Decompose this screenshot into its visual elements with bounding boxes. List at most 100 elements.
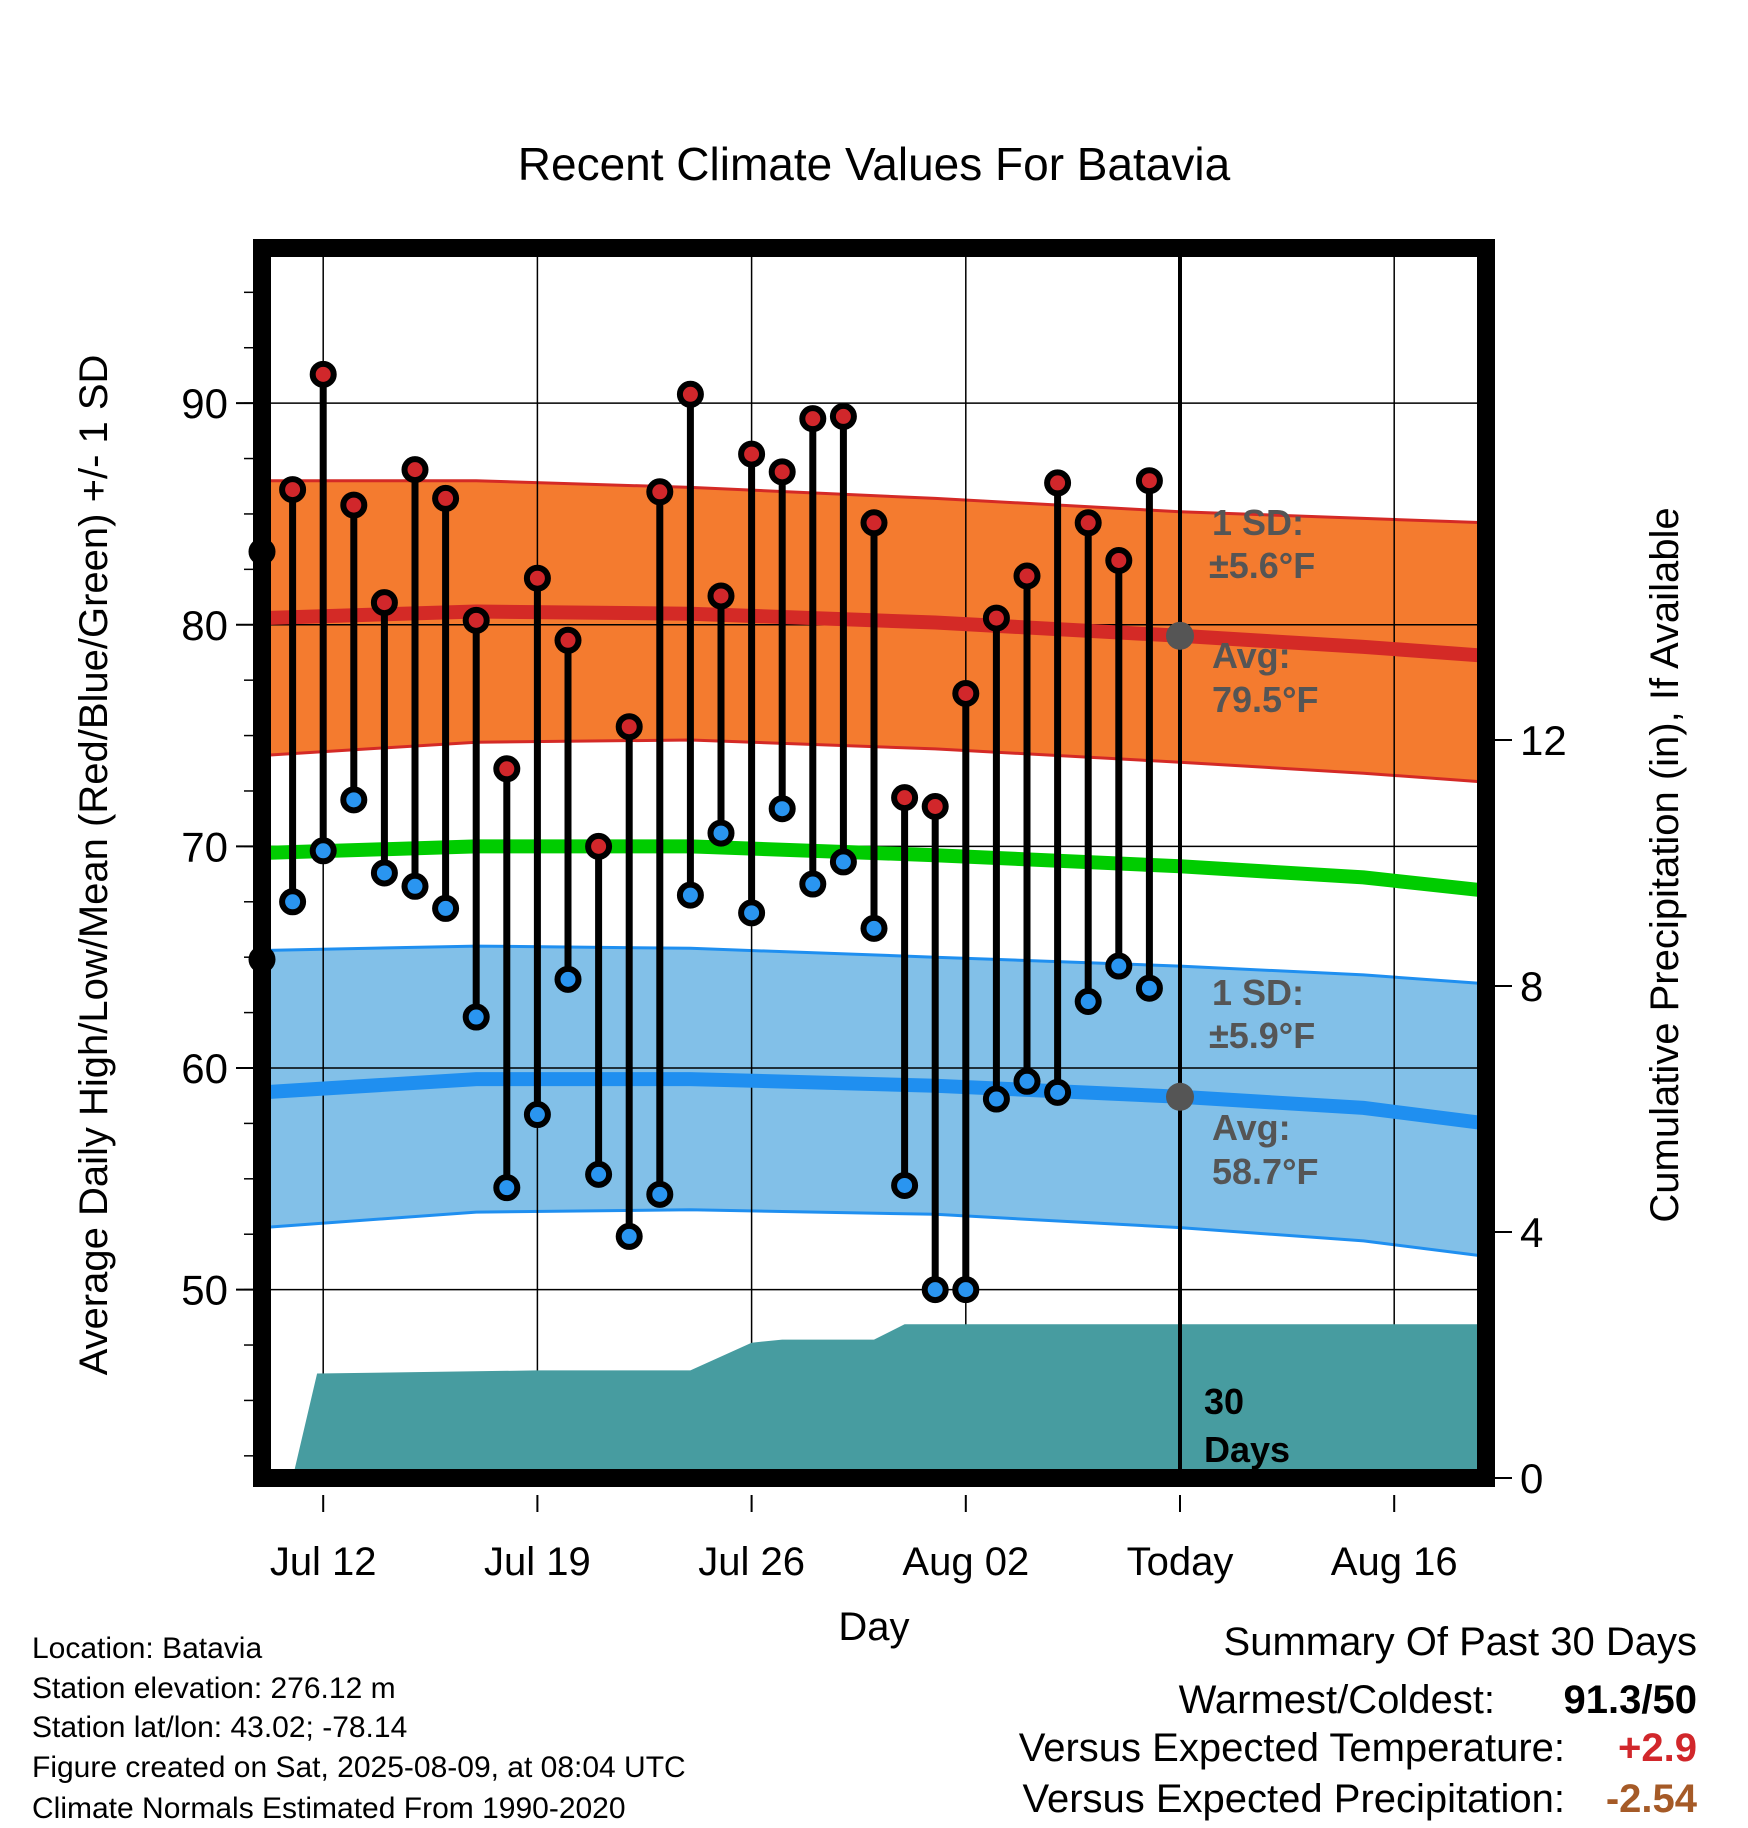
y-tick-label: 80 — [181, 602, 228, 649]
plot-border — [253, 239, 1495, 1487]
low-point — [676, 881, 704, 909]
high-point — [462, 606, 490, 634]
low-point — [860, 914, 888, 942]
plot-frame — [253, 239, 1495, 1487]
x-tick-label: Jul 19 — [484, 1540, 591, 1584]
y-tick-label: 70 — [181, 823, 228, 870]
low-point — [799, 870, 827, 898]
low-point — [952, 1276, 980, 1304]
low-point — [1044, 1078, 1072, 1106]
x-axis-label: Day — [838, 1605, 909, 1649]
low-point — [982, 1085, 1010, 1113]
high-point — [523, 564, 551, 592]
chart-title: Recent Climate Values For Batavia — [518, 138, 1231, 190]
high-point — [982, 604, 1010, 632]
low-point — [309, 837, 337, 865]
low-point — [768, 795, 796, 823]
low-sd-value: ±5.9°F — [1209, 1015, 1315, 1056]
annotations: 1 SD: ±5.6°F Avg: 79.5°F 1 SD: ±5.9°F Av… — [1204, 502, 1318, 1470]
high-sd-label: 1 SD: — [1212, 502, 1304, 543]
low-point — [340, 786, 368, 814]
precipitation-area — [262, 1324, 1486, 1478]
low-point — [1013, 1067, 1041, 1095]
high-point — [829, 402, 857, 430]
low-sd-label: 1 SD: — [1212, 972, 1304, 1013]
x-tick-label: Jul 12 — [270, 1540, 377, 1584]
high-point — [1135, 467, 1163, 495]
footer-latlon: Station lat/lon: 43.02; -78.14 — [32, 1711, 407, 1744]
summary-warmest-label: Warmest/Coldest: — [1179, 1678, 1495, 1722]
high-point — [554, 626, 582, 654]
high-point — [401, 456, 429, 484]
y2-tick-label: 0 — [1520, 1455, 1543, 1502]
high-point — [768, 458, 796, 486]
low-point — [707, 819, 735, 847]
y2-axis-label: Cumulative Precipitation (in), If Availa… — [1643, 507, 1687, 1222]
summary-temp-label: Versus Expected Temperature: — [1019, 1726, 1565, 1770]
low-point — [1074, 988, 1102, 1016]
high-point — [1044, 469, 1072, 497]
high-avg-label: Avg: — [1212, 635, 1291, 676]
high-point — [1105, 546, 1133, 574]
summary-warmest-value: 91.3/50 — [1564, 1678, 1697, 1722]
low-avg-label: Avg: — [1212, 1107, 1291, 1148]
low-point — [493, 1174, 521, 1202]
high-point — [370, 589, 398, 617]
summary-temp-value: +2.9 — [1618, 1726, 1697, 1770]
high-point — [432, 484, 460, 512]
y-tick-label: 50 — [181, 1267, 228, 1314]
low-point — [462, 1003, 490, 1031]
y2-tick-label: 4 — [1520, 1209, 1543, 1256]
summary-precip-label: Versus Expected Precipitation: — [1022, 1777, 1565, 1821]
daily-points — [248, 360, 1194, 1304]
high-avg-value: 79.5°F — [1212, 679, 1318, 720]
high-point — [340, 491, 368, 519]
x-tick-label: Aug 02 — [902, 1540, 1029, 1584]
high-point — [1074, 509, 1102, 537]
high-point — [860, 509, 888, 537]
x-tick-label: Today — [1127, 1540, 1234, 1584]
footer-created: Figure created on Sat, 2025-08-09, at 08… — [32, 1751, 686, 1784]
footer: Location: Batavia Station elevation: 276… — [32, 1632, 686, 1825]
low-point — [615, 1222, 643, 1250]
y-tick-label: 60 — [181, 1045, 228, 1092]
high-point — [1013, 562, 1041, 590]
footer-location: Location: Batavia — [32, 1632, 262, 1665]
low-point — [523, 1101, 551, 1129]
high-point — [738, 440, 766, 468]
low-point — [370, 859, 398, 887]
low-point — [1135, 974, 1163, 1002]
high-point — [615, 713, 643, 741]
precipitation-area-fill — [262, 1324, 1486, 1478]
low-point — [585, 1160, 613, 1188]
high-sd-value: ±5.6°F — [1209, 545, 1315, 586]
low-point — [432, 894, 460, 922]
high-point — [952, 679, 980, 707]
footer-elevation: Station elevation: 276.12 m — [32, 1672, 396, 1705]
low-point — [401, 872, 429, 900]
low-point — [738, 899, 766, 927]
low-avg-value: 58.7°F — [1212, 1151, 1318, 1192]
y2-tick-label: 12 — [1520, 717, 1567, 764]
low-point — [279, 888, 307, 916]
low-point — [646, 1180, 674, 1208]
high-point — [309, 360, 337, 388]
x-tick-label: Jul 26 — [698, 1540, 805, 1584]
low-point — [891, 1171, 919, 1199]
low-point — [921, 1276, 949, 1304]
high-point — [646, 478, 674, 506]
high-point — [707, 582, 735, 610]
axes: 50 60 70 80 90 0 4 8 12 Jul 12 Jul 19 Jul 26 Aug 02 T… — [181, 291, 1567, 1584]
summary-precip-value: -2.54 — [1606, 1777, 1698, 1821]
footer-normals: Climate Normals Estimated From 1990-2020 — [32, 1792, 626, 1825]
low-point — [1105, 952, 1133, 980]
summary-title: Summary Of Past 30 Days — [1224, 1620, 1697, 1664]
high-point — [921, 792, 949, 820]
low-point — [829, 848, 857, 876]
today-normal-low-marker — [1166, 1082, 1194, 1111]
high-sd-upper-edge — [262, 479, 1487, 525]
summary-panel: Summary Of Past 30 Days Warmest/Coldest:… — [1019, 1620, 1698, 1821]
days-count: 30 — [1204, 1381, 1244, 1422]
today-normal-high-marker — [1166, 621, 1194, 650]
